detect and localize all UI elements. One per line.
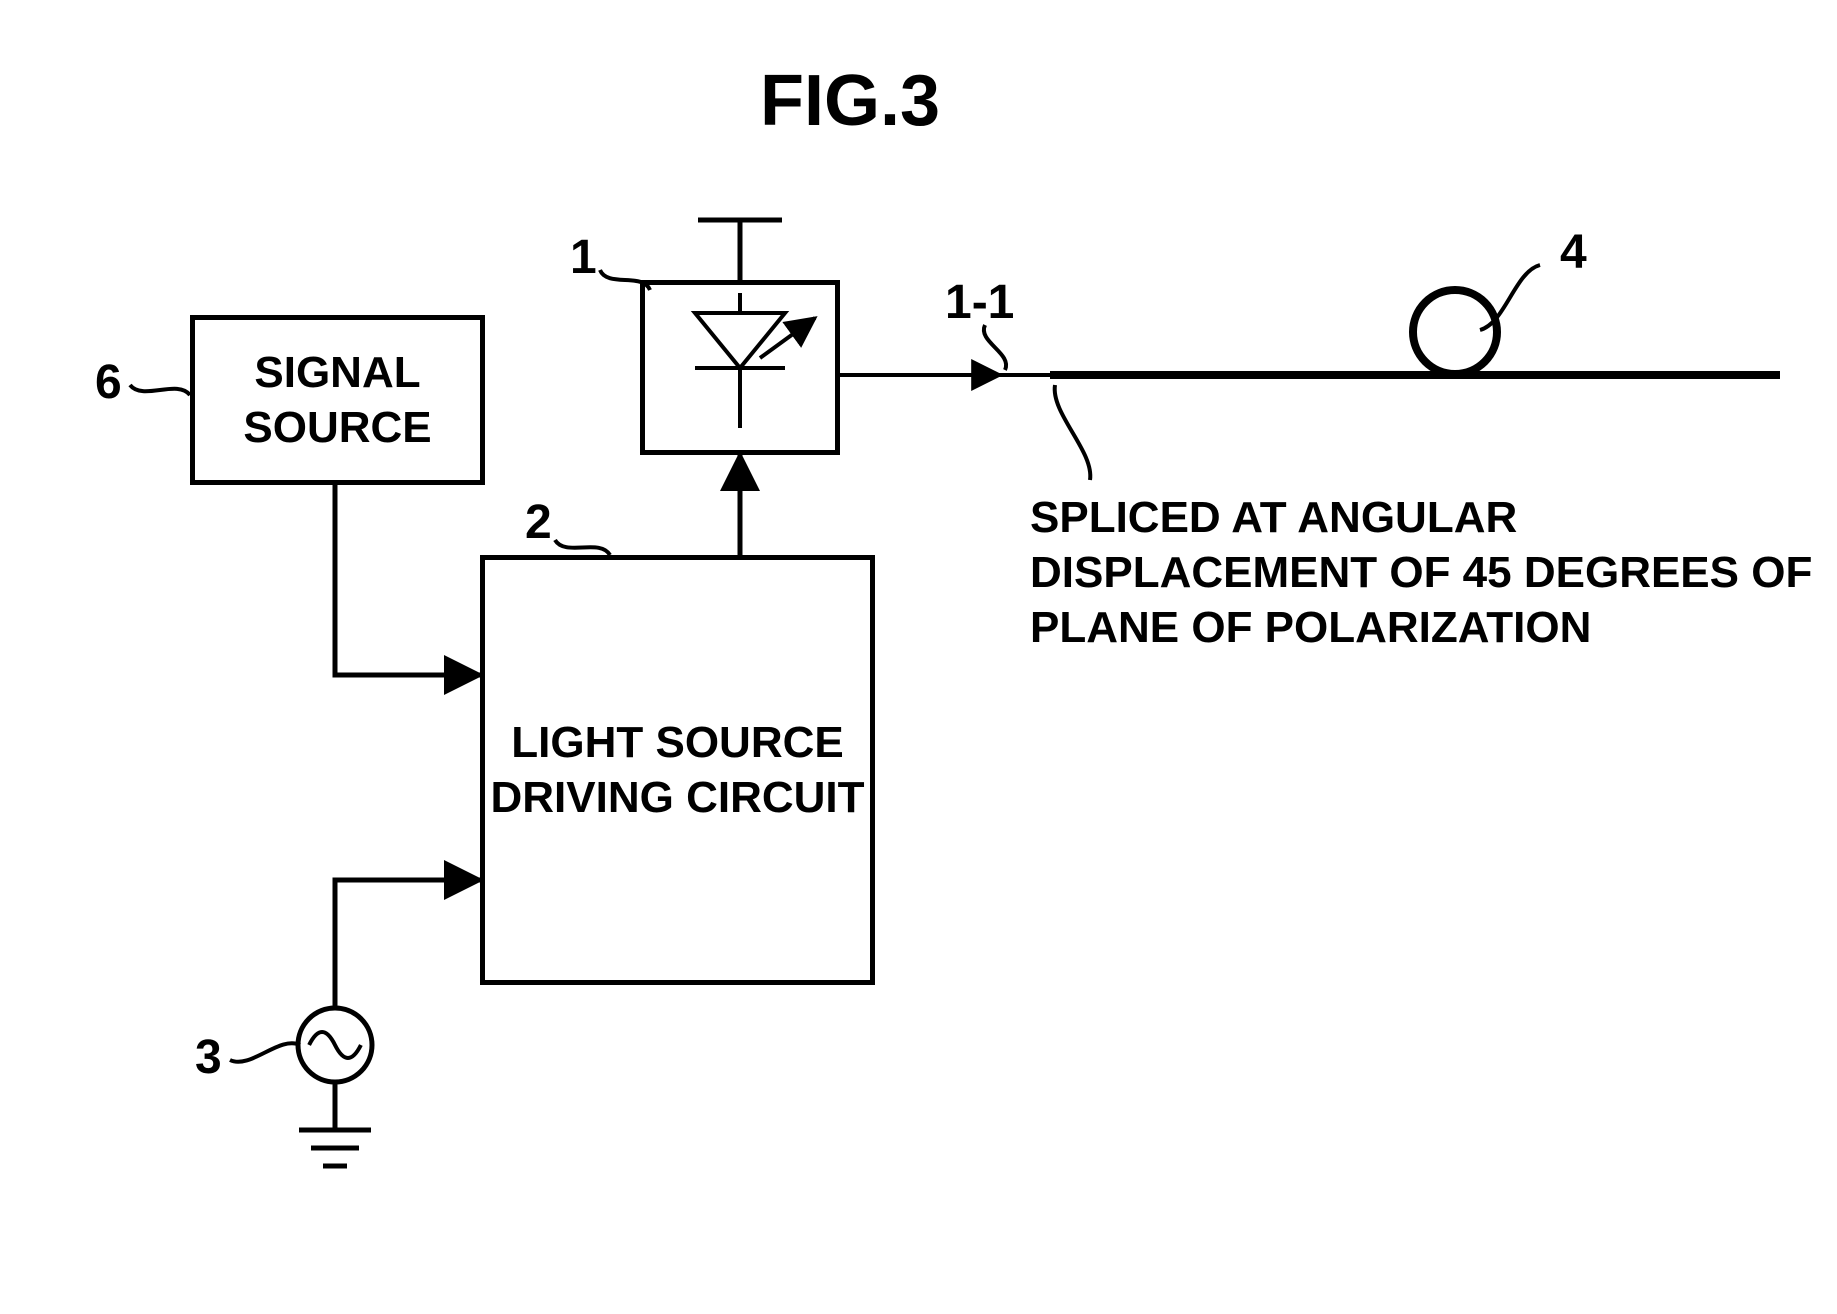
splice-annotation: SPLICED AT ANGULAR DISPLACEMENT OF 45 DE…	[1030, 490, 1837, 655]
figure-stage: FIG.3 SIGNAL SOURCE LIGHT SOURCE DRIVING…	[0, 0, 1837, 1314]
ref-1: 1	[570, 230, 597, 285]
light-source-box	[640, 280, 840, 455]
diagram-svg	[0, 0, 1837, 1314]
ref-6: 6	[95, 355, 122, 410]
ref-4: 4	[1560, 225, 1587, 280]
driving-circuit-box: LIGHT SOURCE DRIVING CIRCUIT	[480, 555, 875, 985]
ref-3: 3	[195, 1030, 222, 1085]
figure-title: FIG.3	[760, 60, 940, 142]
ref-1-1: 1-1	[945, 275, 1014, 330]
signal-source-box: SIGNAL SOURCE	[190, 315, 485, 485]
ref-2: 2	[525, 495, 552, 550]
